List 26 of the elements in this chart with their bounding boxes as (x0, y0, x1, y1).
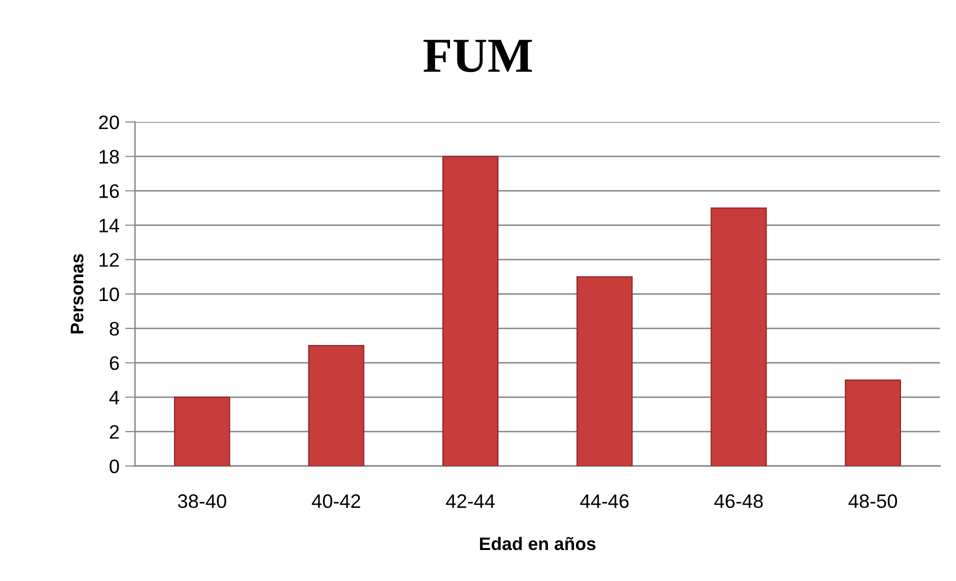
x-tick-label: 48-50 (848, 494, 898, 508)
x-tick-label: 40-42 (312, 494, 360, 508)
y-tick-label: 10 (100, 287, 119, 302)
y-tick-label: 4 (109, 390, 120, 404)
y-tick-label: 8 (110, 322, 119, 336)
x-tick-label: 46-48 (714, 494, 763, 508)
y-tick-label: 12 (100, 253, 119, 267)
bar (844, 379, 901, 466)
y-tick-label: 14 (100, 218, 120, 232)
y-tick-label: 16 (100, 184, 119, 198)
y-tick-label: 0 (110, 459, 119, 474)
y-tick-label: 2 (110, 425, 119, 439)
x-tick-label: 38-40 (178, 494, 226, 508)
bar (308, 345, 364, 466)
y-tick-label: 20 (99, 115, 119, 130)
bar (442, 156, 498, 466)
x-tick-label: 44-46 (580, 494, 629, 508)
y-tick-label: 6 (110, 356, 119, 370)
x-tick-label: 42-44 (446, 494, 495, 508)
bar (576, 276, 633, 466)
chart-title: FUM (423, 40, 532, 72)
bar (710, 207, 767, 466)
bar (174, 396, 230, 466)
y-axis-title: Personas (70, 254, 84, 334)
y-tick-label: 18 (100, 150, 119, 164)
x-axis-title: Edad en años (480, 536, 596, 550)
